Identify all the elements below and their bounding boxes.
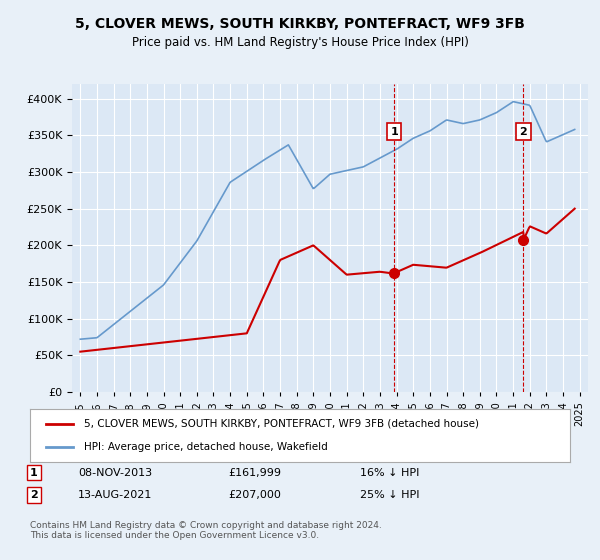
Text: 08-NOV-2013: 08-NOV-2013 bbox=[78, 468, 152, 478]
Text: 25% ↓ HPI: 25% ↓ HPI bbox=[360, 490, 419, 500]
Text: £207,000: £207,000 bbox=[228, 490, 281, 500]
Text: 1: 1 bbox=[390, 127, 398, 137]
Text: 16% ↓ HPI: 16% ↓ HPI bbox=[360, 468, 419, 478]
Text: 5, CLOVER MEWS, SOUTH KIRKBY, PONTEFRACT, WF9 3FB: 5, CLOVER MEWS, SOUTH KIRKBY, PONTEFRACT… bbox=[75, 17, 525, 31]
Text: £161,999: £161,999 bbox=[228, 468, 281, 478]
Text: HPI: Average price, detached house, Wakefield: HPI: Average price, detached house, Wake… bbox=[84, 442, 328, 452]
Text: 1: 1 bbox=[30, 468, 38, 478]
Text: Price paid vs. HM Land Registry's House Price Index (HPI): Price paid vs. HM Land Registry's House … bbox=[131, 36, 469, 49]
Text: Contains HM Land Registry data © Crown copyright and database right 2024.
This d: Contains HM Land Registry data © Crown c… bbox=[30, 521, 382, 540]
Text: 2: 2 bbox=[520, 127, 527, 137]
Text: 5, CLOVER MEWS, SOUTH KIRKBY, PONTEFRACT, WF9 3FB (detached house): 5, CLOVER MEWS, SOUTH KIRKBY, PONTEFRACT… bbox=[84, 419, 479, 429]
Text: 2: 2 bbox=[30, 490, 38, 500]
Text: 13-AUG-2021: 13-AUG-2021 bbox=[78, 490, 152, 500]
